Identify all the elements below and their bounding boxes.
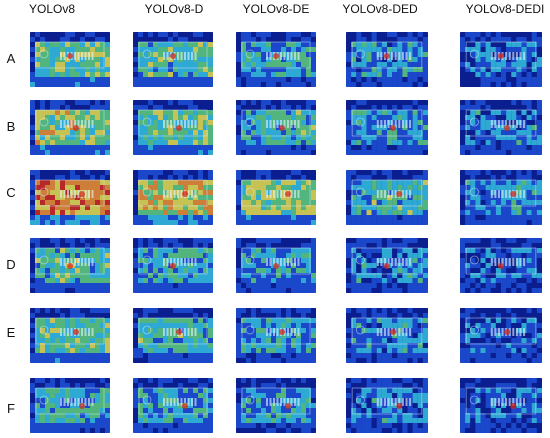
column-header-5: YOLOv8-DEDI bbox=[465, 2, 545, 16]
heatmap-a-5 bbox=[460, 32, 542, 87]
heatmap-e-3 bbox=[236, 308, 316, 363]
heatmap-c-3 bbox=[236, 170, 316, 225]
heatmap-f-3 bbox=[236, 378, 316, 433]
heatmap-f-2 bbox=[133, 378, 213, 433]
heatmap-d-5 bbox=[460, 238, 542, 293]
row-label-c: C bbox=[6, 185, 16, 200]
heatmap-b-2 bbox=[133, 100, 213, 155]
heatmap-a-4 bbox=[346, 32, 428, 87]
heatmap-d-3 bbox=[236, 238, 316, 293]
row-label-e: E bbox=[6, 325, 16, 340]
column-header-2: YOLOv8-D bbox=[144, 2, 204, 16]
heatmap-c-1 bbox=[30, 170, 110, 225]
heatmap-b-4 bbox=[346, 100, 428, 155]
column-header-3: YOLOv8-DE bbox=[242, 2, 310, 16]
heatmap-e-4 bbox=[346, 308, 428, 363]
heatmap-f-1 bbox=[30, 378, 110, 433]
column-header-1: YOLOv8 bbox=[28, 2, 76, 16]
heatmap-a-3 bbox=[236, 32, 316, 87]
heatmap-f-5 bbox=[460, 378, 542, 433]
heatmap-a-1 bbox=[30, 32, 110, 87]
heatmap-e-1 bbox=[30, 308, 110, 363]
heatmap-c-5 bbox=[460, 170, 542, 225]
row-label-b: B bbox=[6, 119, 16, 134]
heatmap-d-2 bbox=[133, 238, 213, 293]
heatmap-c-2 bbox=[133, 170, 213, 225]
heatmap-d-4 bbox=[346, 238, 428, 293]
heatmap-c-4 bbox=[346, 170, 428, 225]
heatmap-e-2 bbox=[133, 308, 213, 363]
heatmap-b-1 bbox=[30, 100, 110, 155]
column-header-4: YOLOv8-DED bbox=[342, 2, 418, 16]
heatmap-b-3 bbox=[236, 100, 316, 155]
heatmap-d-1 bbox=[30, 238, 110, 293]
heatmap-a-2 bbox=[133, 32, 213, 87]
heatmap-b-5 bbox=[460, 100, 542, 155]
row-label-f: F bbox=[7, 401, 15, 416]
heatmap-e-5 bbox=[460, 308, 542, 363]
row-label-d: D bbox=[6, 257, 16, 272]
row-label-a: A bbox=[6, 51, 16, 66]
heatmap-f-4 bbox=[346, 378, 428, 433]
